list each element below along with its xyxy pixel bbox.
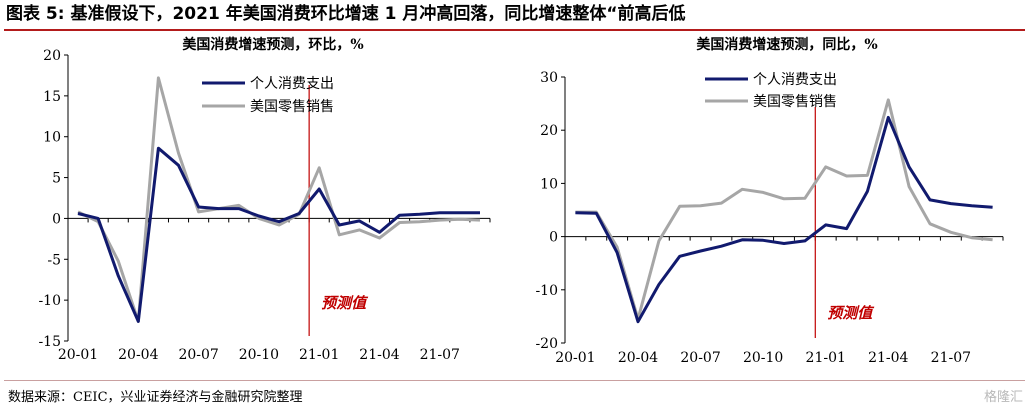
y-tick-label: 30 <box>540 70 558 86</box>
y-tick-label: 20 <box>540 123 558 139</box>
footer-divider <box>4 380 1025 381</box>
legend-label: 个人消费支出 <box>753 72 837 88</box>
y-tick-label: 10 <box>43 130 61 146</box>
series-line-personal-consumption <box>575 115 993 324</box>
title-divider <box>4 29 1025 31</box>
chart-title: 美国消费增速预测，环比，% <box>182 36 363 53</box>
x-tick-label: 20-10 <box>239 347 279 363</box>
x-tick-label: 21-04 <box>868 350 908 366</box>
chart-title: 美国消费增速预测，同比，% <box>696 36 877 53</box>
x-tick-label: 20-01 <box>58 347 98 363</box>
watermark: 格隆汇 <box>983 390 1023 405</box>
forecast-label: 预测值 <box>827 304 875 322</box>
x-tick-label: 21-01 <box>299 347 339 363</box>
x-tick-label: 20-01 <box>555 350 595 366</box>
x-tick-label: 21-04 <box>359 347 399 363</box>
series-line-retail-sales <box>77 76 481 323</box>
y-tick-label: 0 <box>549 230 558 246</box>
x-tick-label: 20-10 <box>743 350 783 366</box>
legend-label: 美国零售销售 <box>753 94 837 110</box>
y-tick-label: -10 <box>38 293 61 309</box>
source-note: 数据来源：CEIC，兴业证券经济与金融研究院整理 <box>8 390 303 405</box>
y-tick-label: 10 <box>540 176 558 192</box>
figure-title: 图表 5: 基准假设下，2021 年美国消费环比增速 1 月冲高回落，同比增速整… <box>6 4 686 24</box>
x-tick-label: 20-07 <box>178 347 218 363</box>
x-tick-label: 20-04 <box>118 347 158 363</box>
legend-label: 个人消费支出 <box>250 76 334 92</box>
x-tick-label: 20-04 <box>618 350 658 366</box>
series-line-personal-consumption <box>77 146 480 323</box>
legend-label: 美国零售销售 <box>250 99 334 115</box>
chart-yoy: 美国消费增速预测，同比，% -20 -10 0 10 20 30 20-01 20-04 20-0… <box>535 36 1004 366</box>
chart-mom: 美国消费增速预测，环比，% -15 -10 -5 0 5 10 15 20 20-01 20-04 2… <box>38 36 491 363</box>
x-tick-label: 21-07 <box>931 350 971 366</box>
y-tick-label: 0 <box>52 211 61 227</box>
y-tick-label: -20 <box>535 336 558 352</box>
y-tick-label: -10 <box>535 283 558 299</box>
x-tick-label: 21-07 <box>420 347 460 363</box>
y-tick-label: 5 <box>52 171 61 187</box>
x-tick-label: 20-07 <box>680 350 720 366</box>
series-line-retail-sales <box>575 98 993 321</box>
y-tick-label: 20 <box>43 48 61 64</box>
y-tick-label: -15 <box>38 334 61 350</box>
y-tick-label: -5 <box>47 252 61 268</box>
x-tick-label: 21-01 <box>806 350 846 366</box>
y-tick-label: 15 <box>43 89 61 105</box>
forecast-label: 预测值 <box>321 294 369 312</box>
